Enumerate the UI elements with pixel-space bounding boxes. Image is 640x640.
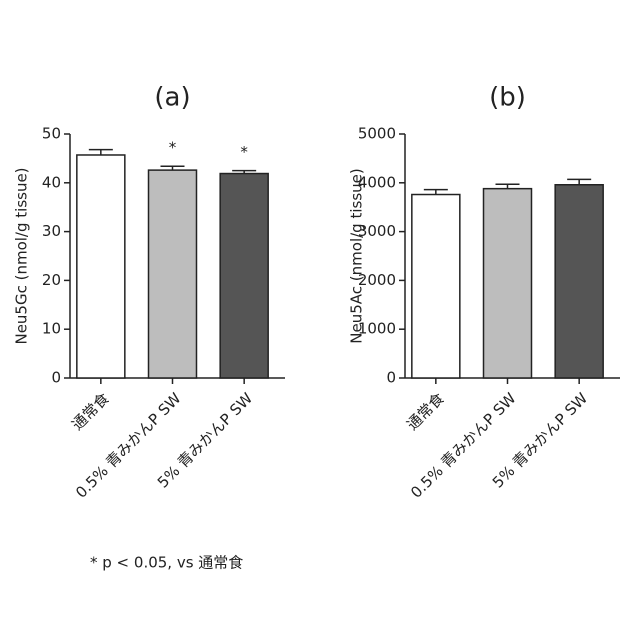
- bar: [220, 174, 268, 378]
- significance-mark: *: [169, 139, 177, 157]
- y-tick-label: 3000: [358, 222, 396, 240]
- bar: [149, 170, 197, 378]
- y-tick-label: 4000: [358, 173, 396, 191]
- page: * p < 0.05, vs 通常食 (a) Neu5Gc (nmol/g tis…: [0, 0, 640, 640]
- bar: [555, 185, 603, 378]
- x-tick-label: 通常食: [403, 389, 448, 434]
- chart-title: (a): [154, 83, 190, 113]
- y-tick-label: 0: [386, 369, 396, 387]
- y-tick-label: 0: [51, 369, 61, 387]
- y-axis-label: Neu5Ac (nmol/g tissue): [348, 168, 366, 343]
- footnote: * p < 0.05, vs 通常食: [90, 554, 243, 572]
- chart-title: (b): [489, 83, 526, 113]
- y-axis-label: Neu5Gc (nmol/g tissue): [13, 167, 31, 344]
- bar: [412, 195, 460, 378]
- y-tick-label: 10: [42, 320, 61, 338]
- x-tick-label: 通常食: [68, 389, 113, 434]
- y-tick-label: 2000: [358, 271, 396, 289]
- y-tick-label: 50: [42, 125, 61, 143]
- bar: [77, 155, 125, 378]
- y-tick-label: 20: [42, 271, 61, 289]
- y-tick-label: 40: [42, 173, 61, 191]
- y-tick-label: 5000: [358, 125, 396, 143]
- y-tick-label: 30: [42, 222, 61, 240]
- significance-mark: *: [240, 143, 248, 161]
- bar: [484, 189, 532, 378]
- y-tick-label: 1000: [358, 320, 396, 338]
